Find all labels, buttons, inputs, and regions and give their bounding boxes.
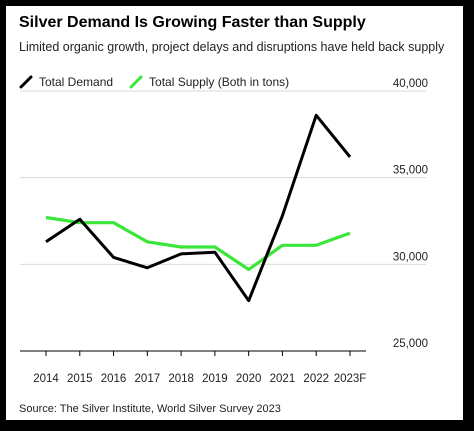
series-line-total-demand: [45, 113, 352, 303]
legend-swatch-demand: [19, 75, 33, 89]
chart-subtitle: Limited organic growth, project delays a…: [19, 40, 445, 54]
legend-label-demand: Total Demand: [39, 75, 114, 89]
chart-title: Silver Demand Is Growing Faster than Sup…: [19, 14, 366, 31]
legend-item-supply: Total Supply (Both in tons): [129, 75, 289, 89]
legend-label-supply: Total Supply (Both in tons): [149, 75, 290, 89]
x-tick-label: 2021: [270, 373, 296, 385]
x-tick-label: 2019: [202, 373, 228, 385]
x-tick-label: 2020: [236, 373, 262, 385]
source-note: Source: The Silver Institute, World Silv…: [19, 403, 281, 415]
chart-card: Silver Demand Is Growing Faster than Sup…: [6, 6, 463, 420]
x-tick-label: 2023F: [334, 373, 367, 385]
series-line-total-supply: [45, 215, 351, 272]
legend-item-demand: Total Demand: [19, 75, 113, 89]
x-tick-label: 2016: [101, 373, 127, 385]
chart-plot: 25,000 30,000 35,000 40,000 2014 2015 2016 2017…: [20, 78, 428, 385]
x-tick-label: 2014: [33, 373, 59, 385]
legend-swatch-supply: [129, 75, 143, 89]
x-tick-label: 2022: [303, 373, 329, 385]
y-tick-label: 40,000: [393, 78, 428, 90]
x-tick-label: 2018: [168, 373, 194, 385]
y-tick-label: 25,000: [393, 338, 428, 350]
legend: Total Demand Total Supply (Both in tons): [19, 75, 305, 89]
y-tick-label: 30,000: [393, 251, 428, 263]
x-tick-label: 2015: [67, 373, 93, 385]
y-tick-label: 35,000: [393, 165, 428, 177]
x-tick-label: 2017: [135, 373, 161, 385]
